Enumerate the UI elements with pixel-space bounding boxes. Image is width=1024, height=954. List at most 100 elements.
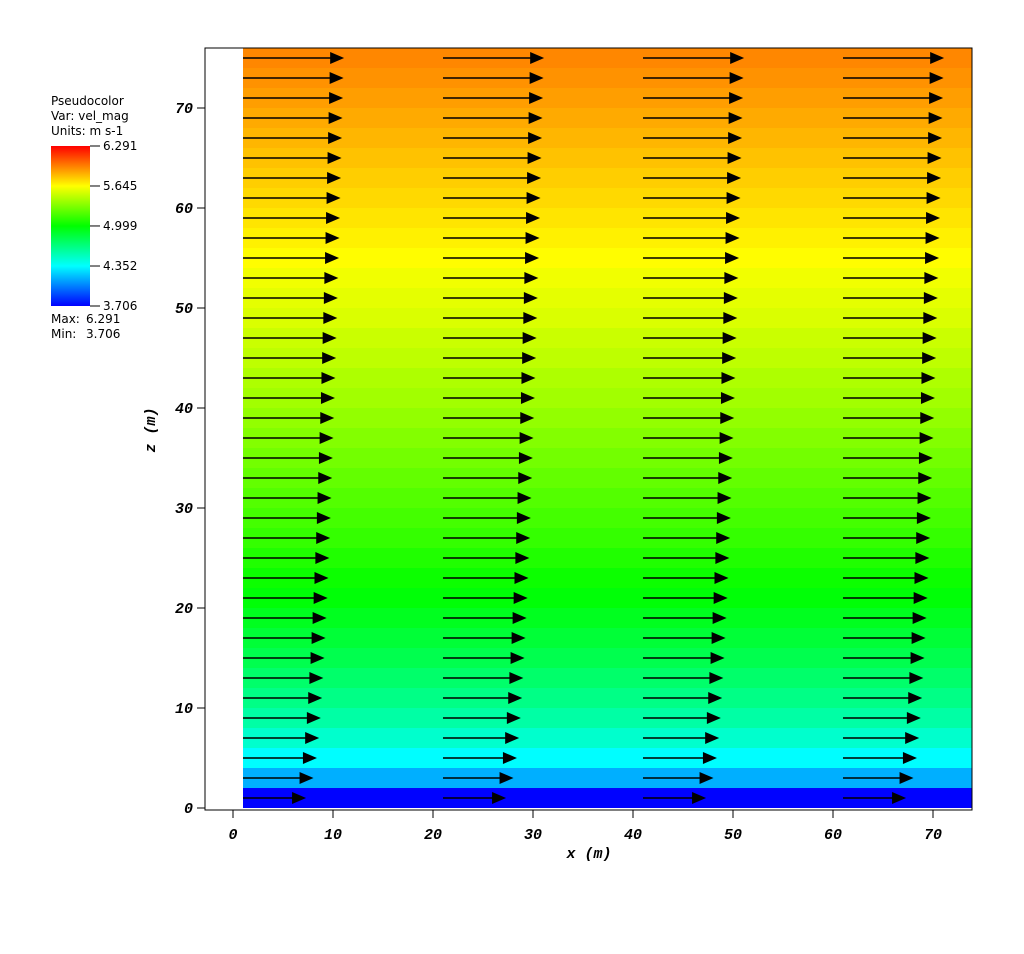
x-tick-label: 60 (824, 827, 842, 844)
field-band (243, 748, 972, 768)
arrow-head (925, 252, 940, 264)
arrow (243, 512, 331, 524)
arrow (443, 452, 533, 464)
legend-max-text: Max: (51, 312, 80, 326)
field-band (243, 728, 972, 748)
legend-min-text: Min: (51, 327, 76, 341)
colorbar (51, 146, 90, 306)
arrow (243, 552, 330, 564)
arrow (643, 312, 738, 324)
arrow (243, 72, 344, 84)
field-band (243, 668, 972, 688)
arrow-head (926, 192, 941, 204)
arrow-head (324, 272, 339, 284)
arrow-head (327, 172, 342, 184)
legend-var: Var: vel_mag (51, 109, 129, 123)
field (243, 48, 972, 808)
legend-title: Pseudocolor (51, 94, 124, 108)
arrow-head (523, 312, 538, 324)
arrow-head (513, 592, 528, 604)
arrow-head (919, 432, 934, 444)
arrow (243, 772, 314, 784)
x-tick-label: 20 (424, 827, 442, 844)
arrow-head (520, 392, 535, 404)
field-band (243, 228, 972, 248)
arrow-head (310, 652, 325, 664)
arrow (843, 452, 933, 464)
field-band (243, 768, 972, 788)
arrow (443, 252, 540, 264)
arrow (643, 352, 737, 364)
field-band (243, 548, 972, 568)
arrow (843, 332, 937, 344)
arrow-head (908, 692, 923, 704)
arrow-head (909, 672, 924, 684)
arrow-head (529, 92, 544, 104)
arrow-head (692, 792, 707, 804)
field-band (243, 788, 972, 808)
arrow-head (927, 152, 942, 164)
arrow-head (714, 572, 729, 584)
arrow (843, 632, 926, 644)
arrow (843, 72, 944, 84)
arrow (643, 212, 741, 224)
legend-max: 6.291 (86, 312, 120, 326)
arrow (443, 372, 536, 384)
arrow-head (518, 472, 533, 484)
arrow (443, 652, 525, 664)
arrow (643, 252, 740, 264)
arrow-head (305, 732, 320, 744)
arrow-head (330, 52, 345, 64)
arrow-head (723, 292, 738, 304)
arrow-head (725, 252, 740, 264)
arrow (243, 372, 336, 384)
arrow-head (325, 232, 340, 244)
arrow-head (916, 512, 931, 524)
y-tick-label: 10 (175, 701, 193, 718)
field-band (243, 488, 972, 508)
arrow-head (328, 112, 343, 124)
colorbar-tick-label: 5.645 (103, 179, 137, 193)
arrow-head (716, 512, 731, 524)
arrow (843, 172, 942, 184)
arrow (643, 792, 707, 804)
arrow (643, 552, 730, 564)
arrow (643, 132, 743, 144)
arrow (243, 172, 342, 184)
arrow (843, 432, 934, 444)
arrow (843, 472, 933, 484)
arrow-head (315, 552, 330, 564)
arrow-head (726, 192, 741, 204)
arrow (243, 652, 325, 664)
arrow-head (925, 232, 940, 244)
arrow-head (917, 492, 932, 504)
arrow-head (722, 352, 737, 364)
arrow-head (929, 92, 944, 104)
arrow (843, 272, 939, 284)
arrow (843, 752, 917, 764)
arrow (443, 572, 529, 584)
arrow-head (720, 392, 735, 404)
field-band (243, 68, 972, 88)
arrow-head (709, 672, 724, 684)
arrow-head (327, 152, 342, 164)
y-tick-label: 70 (175, 101, 193, 118)
arrow-head (711, 632, 726, 644)
arrow (443, 612, 527, 624)
arrow (643, 632, 726, 644)
field-band (243, 568, 972, 588)
x-tick-label: 0 (228, 827, 237, 844)
arrow (243, 452, 333, 464)
arrow-head (316, 532, 331, 544)
field-band (243, 248, 972, 268)
arrow-head (922, 332, 937, 344)
arrow (243, 472, 333, 484)
arrow-head (928, 132, 943, 144)
arrow (443, 732, 520, 744)
field-band (243, 588, 972, 608)
arrow (443, 412, 535, 424)
x-tick-label: 30 (524, 827, 542, 844)
arrow (443, 392, 535, 404)
arrow (843, 192, 941, 204)
